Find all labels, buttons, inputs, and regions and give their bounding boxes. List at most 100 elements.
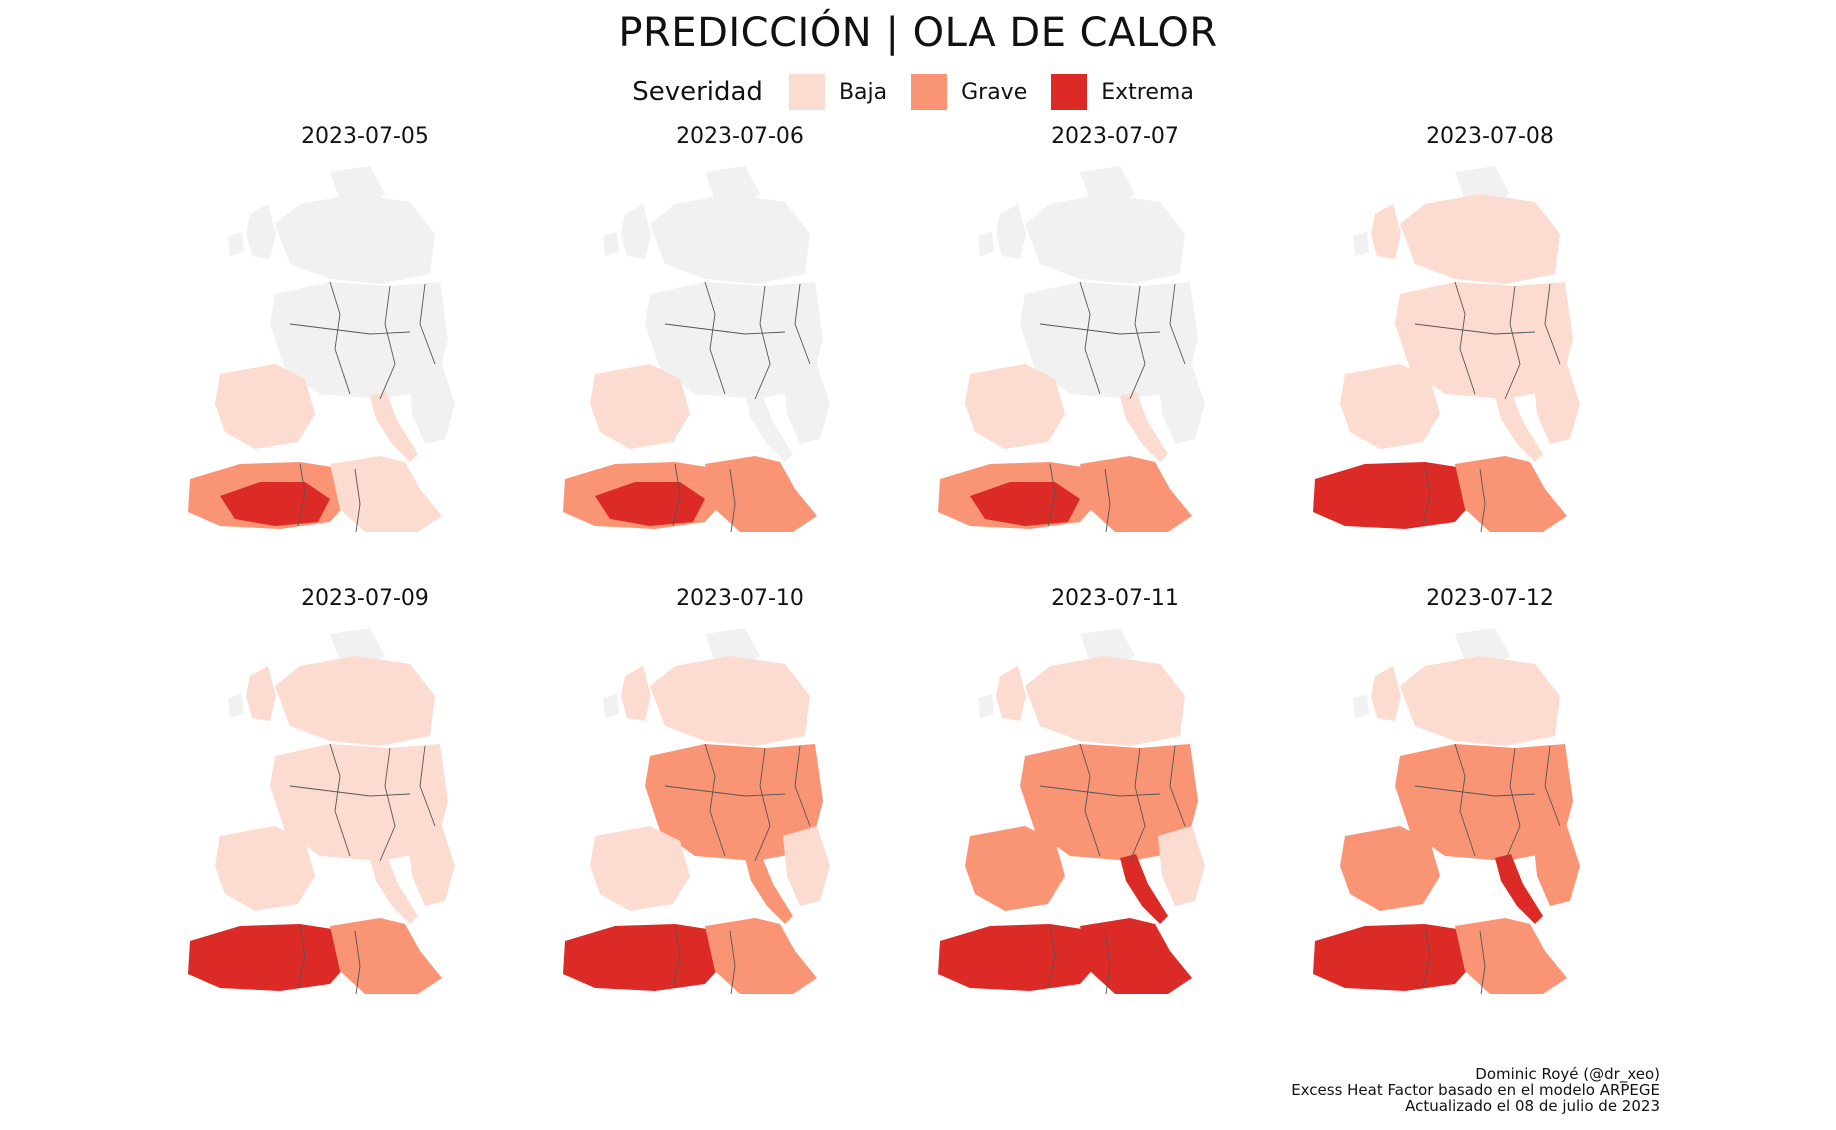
region-north-africa-east: [1080, 456, 1192, 532]
country-border: [1129, 285, 1146, 400]
region-europe-north: [1400, 656, 1560, 746]
region-italy: [1495, 392, 1543, 462]
legend-swatch-grave: [911, 74, 948, 110]
region-north-africa-east: [705, 456, 817, 532]
region-iberia: [965, 364, 1065, 449]
region-north-africa-east: [330, 456, 442, 532]
country-border: [289, 785, 411, 797]
country-border: [1414, 323, 1536, 335]
region-europe-central: [1020, 744, 1198, 861]
ireland-land: [228, 232, 244, 256]
region-iberia: [215, 364, 315, 449]
map-svg: [188, 166, 455, 533]
caption-author: Dominic Royé (@dr_xeo): [1475, 1065, 1660, 1083]
legend-title: Severidad: [632, 77, 763, 107]
legend-label-extrema: Extrema: [1101, 79, 1194, 105]
ireland-land: [603, 694, 619, 718]
country-border: [297, 925, 306, 989]
country-border: [1422, 463, 1431, 527]
country-border: [1039, 323, 1161, 335]
country-border: [1129, 747, 1146, 862]
region-balkans: [408, 826, 455, 906]
ireland-land: [1353, 232, 1369, 256]
legend-label-grave: Grave: [961, 79, 1028, 105]
region-europe-north: [1025, 656, 1185, 746]
legend-item-extrema: Extrema: [1051, 74, 1194, 110]
panel-date: 2023-07-07: [1051, 124, 1179, 149]
region-balkans: [1533, 364, 1580, 444]
panel-date: 2023-07-10: [676, 586, 804, 611]
region-europe-north: [275, 194, 435, 284]
country-border: [1504, 285, 1521, 400]
country-border: [672, 463, 681, 527]
map-svg: [938, 628, 1205, 995]
region-europe-central: [270, 282, 448, 399]
country-border: [754, 285, 771, 400]
country-border: [1079, 281, 1101, 395]
region-north-africa-east: [705, 918, 817, 994]
caption-updated: Actualizado el 08 de julio de 2023: [1405, 1097, 1660, 1115]
map-panel: 2023-07-09: [180, 586, 550, 1026]
britain-land: [1371, 666, 1401, 721]
britain-land: [996, 204, 1026, 259]
country-border: [704, 281, 726, 395]
region-europe-north: [1400, 194, 1560, 284]
panel-date: 2023-07-11: [1051, 586, 1179, 611]
map-svg: [1313, 166, 1580, 533]
country-border: [664, 785, 786, 797]
region-europe-central: [645, 744, 823, 861]
country-border: [1039, 785, 1161, 797]
country-border: [1504, 747, 1521, 862]
britain-land: [621, 666, 651, 721]
region-italy: [1120, 392, 1168, 462]
region-sahara-core: [220, 944, 330, 988]
country-border: [1454, 281, 1476, 395]
panel-date: 2023-07-08: [1426, 124, 1554, 149]
region-sahara-core: [220, 482, 330, 526]
ireland-land: [1353, 694, 1369, 718]
region-iberia: [1340, 826, 1440, 911]
country-border: [794, 745, 811, 827]
map-svg: [1313, 628, 1580, 995]
country-border: [754, 747, 771, 862]
region-italy: [745, 854, 793, 924]
country-border: [379, 747, 396, 862]
panel-date: 2023-07-09: [301, 586, 429, 611]
country-border: [1047, 463, 1056, 527]
region-iberia: [590, 826, 690, 911]
country-border: [729, 468, 736, 533]
region-balkans: [408, 364, 455, 444]
legend-label-baja: Baja: [838, 79, 888, 105]
region-italy: [370, 392, 418, 462]
caption-method: Excess Heat Factor basado en el modelo A…: [1291, 1081, 1660, 1099]
map-svg: [563, 628, 830, 995]
panel-date: 2023-07-05: [301, 124, 429, 149]
legend-swatch-extrema: [1051, 74, 1088, 110]
ireland-land: [228, 694, 244, 718]
region-balkans: [783, 826, 830, 906]
region-europe-central: [1020, 282, 1198, 399]
map-panel: 2023-07-06: [555, 124, 925, 564]
britain-land: [621, 204, 651, 259]
map-panel: 2023-07-11: [930, 586, 1300, 1026]
country-border: [704, 743, 726, 857]
map-panel: 2023-07-12: [1305, 586, 1675, 1026]
region-europe-north: [275, 656, 435, 746]
region-sahara-core: [1345, 482, 1455, 526]
country-border: [1544, 283, 1561, 365]
panel-date: 2023-07-12: [1426, 586, 1554, 611]
region-iberia: [1340, 364, 1440, 449]
map-panel: 2023-07-08: [1305, 124, 1675, 564]
region-iberia: [590, 364, 690, 449]
caption: Dominic Royé (@dr_xeo) Excess Heat Facto…: [1291, 1066, 1660, 1114]
region-sahara-core: [595, 482, 705, 526]
map-svg: [563, 166, 830, 533]
region-sahara-core: [970, 944, 1080, 988]
scandinavia-land: [330, 628, 385, 668]
ireland-land: [978, 232, 994, 256]
britain-land: [246, 204, 276, 259]
country-border: [1169, 283, 1186, 365]
country-border: [664, 323, 786, 335]
figure-title: PREDICCIÓN | OLA DE CALOR: [618, 10, 1218, 56]
region-north-africa-east: [330, 918, 442, 994]
